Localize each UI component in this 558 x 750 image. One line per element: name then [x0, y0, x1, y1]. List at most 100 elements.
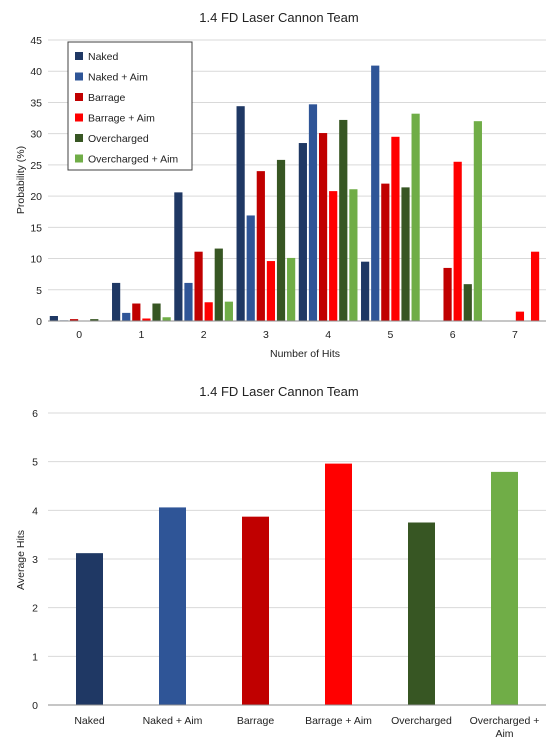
bar: [349, 189, 358, 321]
bar: [142, 318, 151, 321]
bar: [204, 302, 213, 321]
x-tick-label: 6: [450, 329, 456, 341]
bar: [381, 183, 390, 321]
bar: [122, 312, 131, 321]
bar: [287, 257, 296, 321]
bar: [298, 143, 307, 321]
x-tick-label: 7: [512, 329, 518, 341]
hits-distribution-svg: 1.4 FD Laser Cannon Team Probability (%)…: [15, 10, 546, 360]
average-hits-chart: 1.4 FD Laser Cannon Team Average Hits 0 1…: [0, 370, 558, 750]
legend-swatch: [75, 52, 83, 60]
x-tick-label: 5: [387, 329, 393, 341]
bar: [308, 104, 318, 321]
y-axis-label: Average Hits: [15, 530, 27, 590]
x-tick-label: Overcharged: [391, 715, 452, 727]
bar: [453, 161, 462, 321]
bar: [184, 282, 193, 321]
legend-box: [67, 41, 193, 171]
bar: [159, 507, 186, 705]
legend-swatch: [75, 72, 83, 81]
bar: [224, 301, 233, 321]
bar: [325, 463, 352, 705]
x-tick-label: Overcharged + Aim: [470, 715, 540, 740]
bar: [236, 106, 245, 322]
bar: [339, 119, 348, 321]
y-tick-label: 45: [30, 35, 42, 47]
legend-label: Naked + Aim: [88, 72, 148, 84]
bar: [90, 319, 99, 321]
bar: [246, 215, 255, 321]
bar: [371, 65, 380, 321]
legend-label: Overcharged: [88, 133, 149, 145]
bar: [318, 133, 328, 321]
y-tick-label: 35: [30, 97, 42, 109]
bar: [132, 303, 141, 321]
bar: [401, 187, 410, 321]
bar: [329, 191, 338, 321]
bar: [443, 267, 452, 321]
legend-label: Overcharged + Aim: [88, 154, 178, 166]
x-tick-label: Barrage: [237, 715, 275, 727]
y-tick-label: 0: [36, 316, 42, 328]
legend-label: Barrage + Aim: [88, 113, 155, 125]
x-tick-label: 4: [325, 329, 331, 341]
x-tick-label: Barrage + Aim: [305, 715, 372, 727]
y-tick-label: 15: [30, 222, 42, 234]
y-tick-label: 4: [32, 505, 38, 517]
legend-swatch: [75, 93, 83, 101]
bars: [76, 463, 518, 705]
y-tick-label: 40: [30, 66, 42, 78]
legend-swatch: [75, 154, 83, 163]
y-tick-label: 6: [32, 408, 38, 420]
bar: [162, 317, 171, 321]
bar: [411, 113, 420, 321]
y-axis-label: Probability (%): [15, 146, 27, 214]
bar: [242, 516, 269, 705]
legend-swatch: [75, 113, 83, 122]
bar: [530, 251, 540, 321]
bar: [515, 311, 525, 321]
x-axis-label: Number of Hits: [270, 348, 340, 360]
bar: [112, 282, 121, 321]
bars: [49, 65, 540, 322]
y-tick-label: 5: [32, 457, 38, 469]
bar: [194, 251, 203, 321]
y-tick-label: 5: [36, 285, 42, 297]
hits-distribution-chart: 1.4 FD Laser Cannon Team Probability (%)…: [0, 0, 558, 370]
y-tick-label: 3: [32, 554, 38, 566]
bar: [266, 261, 276, 321]
y-tick-label: 25: [30, 160, 42, 172]
y-tick-label: 0: [32, 700, 38, 712]
legend-swatch: [75, 134, 83, 142]
legend-label: Naked: [88, 51, 119, 63]
y-tick-label: 1: [32, 651, 38, 663]
y-tick-label: 10: [30, 254, 42, 266]
x-tick-label: 3: [263, 329, 269, 341]
chart-title: 1.4 FD Laser Cannon Team: [199, 384, 358, 399]
x-tick-label: Naked + Aim: [143, 715, 203, 727]
bar: [276, 159, 286, 321]
x-tick-label: 0: [76, 329, 82, 341]
y-tick-label: 2: [32, 603, 38, 615]
bar: [214, 248, 223, 321]
x-tick-label: Naked: [74, 715, 105, 727]
bar: [256, 171, 265, 321]
y-tick-label: 30: [30, 129, 42, 141]
legend-label: Barrage: [88, 92, 126, 104]
bar: [174, 192, 183, 321]
bar: [473, 121, 482, 321]
bar: [49, 316, 58, 321]
axes: 0 1 2 3 4 5 6 Naked Naked + Aim Barrage Barrage + …: [32, 408, 546, 740]
bar: [391, 136, 400, 321]
average-hits-svg: 1.4 FD Laser Cannon Team Average Hits 0 1…: [15, 384, 546, 740]
y-tick-label: 20: [30, 191, 42, 203]
x-tick-label: 1: [138, 329, 144, 341]
bar: [69, 319, 79, 321]
bar: [76, 553, 103, 705]
x-tick-label: 2: [201, 329, 207, 341]
gridlines: [48, 412, 546, 657]
legend: Naked Naked + Aim Barrage Barrage + Aim Over…: [67, 41, 193, 171]
bar: [152, 303, 161, 321]
bar: [463, 284, 472, 321]
